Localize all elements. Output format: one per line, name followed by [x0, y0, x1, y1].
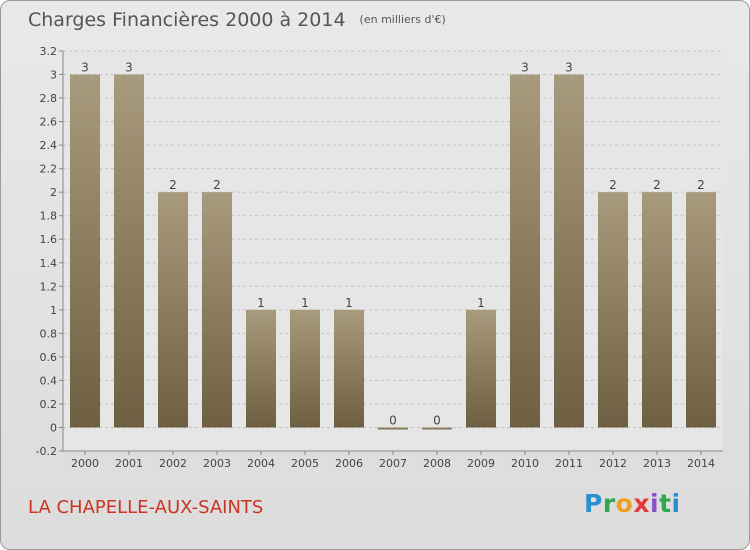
x-tick-label: 2001 — [115, 457, 143, 470]
y-tick-label: 0.4 — [40, 374, 58, 387]
y-tick-label: 0.2 — [40, 398, 58, 411]
data-label: 2 — [213, 178, 221, 192]
chart-unit: (en milliers d'€) — [359, 13, 446, 26]
y-tick-label: -0.2 — [36, 445, 57, 458]
x-tick-label: 2012 — [599, 457, 627, 470]
y-tick-label: 0.6 — [40, 351, 58, 364]
data-label: 1 — [477, 296, 485, 310]
bar — [686, 192, 716, 428]
y-tick-label: 1.4 — [40, 257, 58, 270]
y-tick-label: 3.2 — [40, 45, 58, 58]
bar — [554, 74, 584, 428]
proxiti-logo[interactable]: Proxiti — [584, 489, 681, 518]
data-label: 3 — [565, 61, 573, 75]
bar — [642, 192, 672, 428]
data-label: 2 — [653, 178, 661, 192]
x-tick-label: 2014 — [687, 457, 715, 470]
data-label: 0 — [433, 413, 441, 427]
bar — [114, 74, 144, 428]
y-tick-label: 2.2 — [40, 163, 58, 176]
chart-title: Charges Financières 2000 à 2014 (en milli… — [28, 9, 446, 31]
y-tick-label: 3 — [50, 69, 57, 82]
x-tick-label: 2011 — [555, 457, 583, 470]
bar — [202, 192, 232, 428]
data-label: 3 — [521, 61, 529, 75]
bar — [466, 309, 496, 428]
data-label: 2 — [697, 178, 705, 192]
y-tick-label: 1.8 — [40, 210, 58, 223]
y-tick-label: 1 — [50, 304, 57, 317]
x-tick-label: 2006 — [335, 457, 363, 470]
bar — [70, 74, 100, 428]
logo-letter: r — [602, 489, 616, 518]
commune-name: LA CHAPELLE-AUX-SAINTS — [28, 497, 264, 518]
data-label: 2 — [169, 178, 177, 192]
y-tick-label: 2.6 — [40, 116, 58, 129]
chart-title-text: Charges Financières 2000 à 2014 — [28, 9, 346, 31]
logo-letter: o — [615, 489, 634, 518]
data-label: 1 — [301, 296, 309, 310]
bar — [510, 74, 540, 428]
x-tick-label: 2005 — [291, 457, 319, 470]
bar — [246, 309, 276, 428]
x-tick-label: 2007 — [379, 457, 407, 470]
bar — [158, 192, 188, 428]
y-tick-label: 2.8 — [40, 92, 58, 105]
logo-letter: i — [671, 489, 681, 518]
bar — [290, 309, 320, 428]
bar — [422, 427, 452, 430]
x-tick-label: 2004 — [247, 457, 275, 470]
x-tick-label: 2002 — [159, 457, 187, 470]
x-tick-label: 2000 — [71, 457, 99, 470]
data-label: 1 — [257, 296, 265, 310]
logo-letter: P — [584, 489, 603, 518]
y-tick-label: 1.2 — [40, 280, 58, 293]
data-label: 2 — [609, 178, 617, 192]
logo-letter: x — [633, 489, 650, 518]
data-label: 0 — [389, 413, 397, 427]
logo-letter: i — [650, 489, 660, 518]
y-tick-label: 2.4 — [40, 139, 58, 152]
x-tick-label: 2003 — [203, 457, 231, 470]
data-label: 3 — [81, 61, 89, 75]
bar — [334, 309, 364, 428]
data-label: 3 — [125, 61, 133, 75]
x-tick-label: 2009 — [467, 457, 495, 470]
x-tick-label: 2013 — [643, 457, 671, 470]
y-tick-label: 0 — [50, 421, 57, 434]
bar — [598, 192, 628, 428]
x-tick-label: 2010 — [511, 457, 539, 470]
y-tick-label: 0.8 — [40, 327, 58, 340]
logo-letter: t — [659, 489, 672, 518]
data-label: 1 — [345, 296, 353, 310]
bar — [378, 427, 408, 430]
y-tick-label: 1.6 — [40, 233, 58, 246]
y-tick-label: 2 — [50, 186, 57, 199]
x-tick-label: 2008 — [423, 457, 451, 470]
